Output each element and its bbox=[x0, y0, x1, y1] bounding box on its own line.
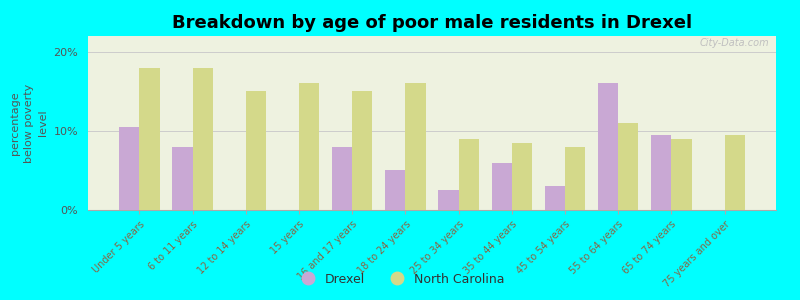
Bar bbox=[406, 83, 426, 210]
Bar bbox=[458, 139, 479, 210]
Y-axis label: percentage
below poverty
level: percentage below poverty level bbox=[10, 83, 48, 163]
Title: Breakdown by age of poor male residents in Drexel: Breakdown by age of poor male residents … bbox=[172, 14, 692, 32]
Bar bbox=[193, 68, 213, 210]
Bar bbox=[246, 92, 266, 210]
Bar bbox=[139, 68, 160, 210]
Bar bbox=[545, 186, 565, 210]
Bar bbox=[651, 135, 671, 210]
Bar bbox=[299, 83, 319, 210]
Bar bbox=[332, 147, 352, 210]
Legend: Drexel, North Carolina: Drexel, North Carolina bbox=[290, 268, 510, 291]
Bar bbox=[618, 123, 638, 210]
Bar bbox=[385, 170, 406, 210]
Bar bbox=[119, 127, 139, 210]
Bar bbox=[598, 83, 618, 210]
Bar bbox=[671, 139, 691, 210]
Bar bbox=[491, 163, 512, 210]
Bar bbox=[438, 190, 458, 210]
Bar bbox=[725, 135, 745, 210]
Bar bbox=[512, 143, 532, 210]
Bar bbox=[173, 147, 193, 210]
Text: City-Data.com: City-Data.com bbox=[699, 38, 769, 48]
Bar bbox=[352, 92, 373, 210]
Bar bbox=[565, 147, 585, 210]
